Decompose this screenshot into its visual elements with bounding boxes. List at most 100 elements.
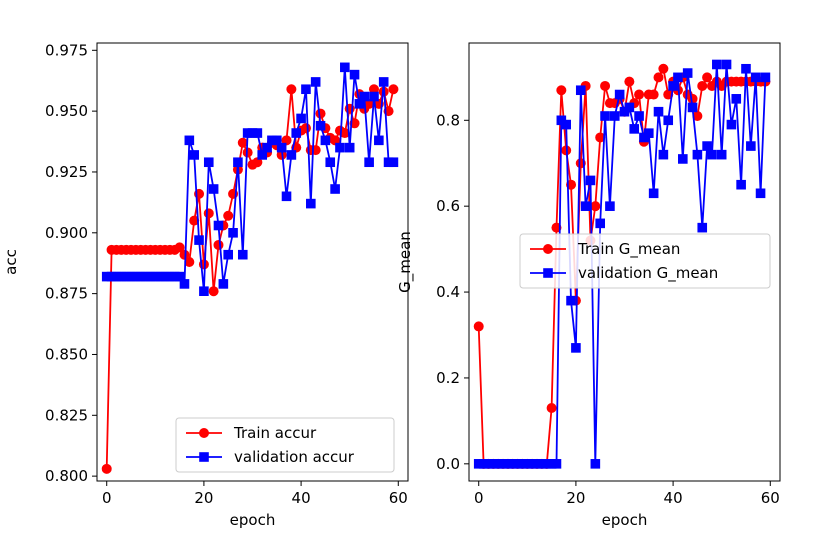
data-point (184, 135, 195, 146)
data-point (145, 271, 156, 282)
x-tick-label: 20 (566, 489, 585, 507)
data-point (556, 85, 567, 96)
data-point (760, 72, 771, 83)
data-point (692, 111, 703, 121)
x-axis-label: epoch (602, 511, 648, 529)
legend-box (519, 233, 771, 289)
data-point (493, 459, 503, 469)
data-point (364, 98, 375, 109)
data-point (203, 208, 214, 219)
data-point (281, 191, 292, 202)
legend-label: Train G_mean (577, 240, 680, 259)
y-tick-label: 0.925 (45, 163, 88, 181)
data-point (237, 249, 248, 260)
data-point (218, 279, 229, 289)
y-tick-label: 0.8 (436, 111, 460, 129)
data-point (600, 80, 611, 91)
y-tick-label: 0.825 (45, 406, 88, 424)
data-point (174, 242, 185, 253)
gmean-chart: 0 20 40 60 0.0 0.2 0.4 0.6 0.8 epoch G_mean Train G… (396, 42, 781, 529)
data-point (252, 128, 263, 138)
data-point (707, 149, 717, 160)
data-point (388, 157, 399, 168)
data-point (276, 142, 287, 153)
data-point (702, 141, 712, 151)
data-point (116, 271, 127, 282)
y-tick-label: 0.975 (45, 41, 88, 59)
y-tick-label: 0.6 (436, 197, 460, 215)
y-tick-label: 0.4 (436, 283, 460, 301)
data-point (605, 201, 615, 211)
data-point (541, 459, 552, 469)
data-point (208, 286, 219, 297)
data-point (179, 249, 190, 260)
data-point (330, 184, 340, 194)
data-point (716, 149, 727, 160)
y-tick-label: 0.2 (436, 369, 460, 387)
data-point (291, 128, 302, 138)
data-point (242, 128, 253, 138)
legend-label: Train accur (233, 424, 317, 442)
y-tick-label: 0.950 (45, 102, 88, 120)
x-tick-label: 40 (664, 489, 683, 507)
data-point (325, 157, 336, 168)
data-point (712, 59, 722, 70)
data-point (634, 89, 645, 100)
data-point (223, 210, 234, 221)
data-point (585, 175, 596, 186)
data-point (634, 111, 644, 121)
data-point (507, 459, 518, 469)
legend-marker (199, 428, 209, 438)
data-point (575, 85, 586, 96)
data-point (374, 135, 384, 146)
data-point (736, 179, 746, 190)
data-point (483, 459, 494, 469)
data-point (614, 89, 625, 100)
data-point (726, 119, 737, 130)
x-tick-label: 0 (474, 489, 484, 507)
legend-label: validation G_mean (578, 264, 718, 283)
legend-marker (199, 452, 209, 462)
data-point (721, 59, 732, 70)
data-point (580, 201, 591, 211)
data-point (213, 239, 224, 250)
data-point (194, 235, 204, 245)
data-point (140, 271, 151, 282)
data-point (600, 111, 610, 121)
data-point (169, 271, 180, 282)
legend-label: validation accur (234, 448, 355, 466)
x-tick-label: 20 (194, 489, 213, 507)
data-point (663, 115, 674, 126)
data-point (590, 459, 601, 469)
data-point (208, 184, 219, 194)
axes-frame (96, 42, 409, 482)
data-point (692, 149, 703, 160)
data-point (344, 142, 355, 153)
data-point (498, 459, 508, 469)
data-point (673, 72, 683, 83)
x-tick-label: 40 (292, 489, 311, 507)
data-point (286, 84, 297, 95)
data-point (741, 63, 751, 74)
data-point (658, 63, 669, 74)
data-point (658, 149, 669, 160)
data-point (639, 132, 649, 143)
y-tick-label: 0.0 (436, 455, 460, 473)
x-axis-label: epoch (230, 511, 276, 529)
data-point (300, 123, 311, 134)
data-point (111, 271, 122, 282)
data-point (339, 128, 350, 139)
data-point (648, 89, 659, 100)
data-point (478, 459, 489, 469)
data-point (165, 271, 175, 282)
data-point (301, 84, 311, 95)
data-point (359, 91, 370, 102)
data-point (369, 91, 379, 102)
data-point (624, 102, 635, 113)
data-point (546, 459, 557, 469)
data-point (131, 271, 141, 282)
legend-marker (543, 244, 553, 254)
data-point (160, 271, 170, 282)
data-point (388, 84, 399, 95)
